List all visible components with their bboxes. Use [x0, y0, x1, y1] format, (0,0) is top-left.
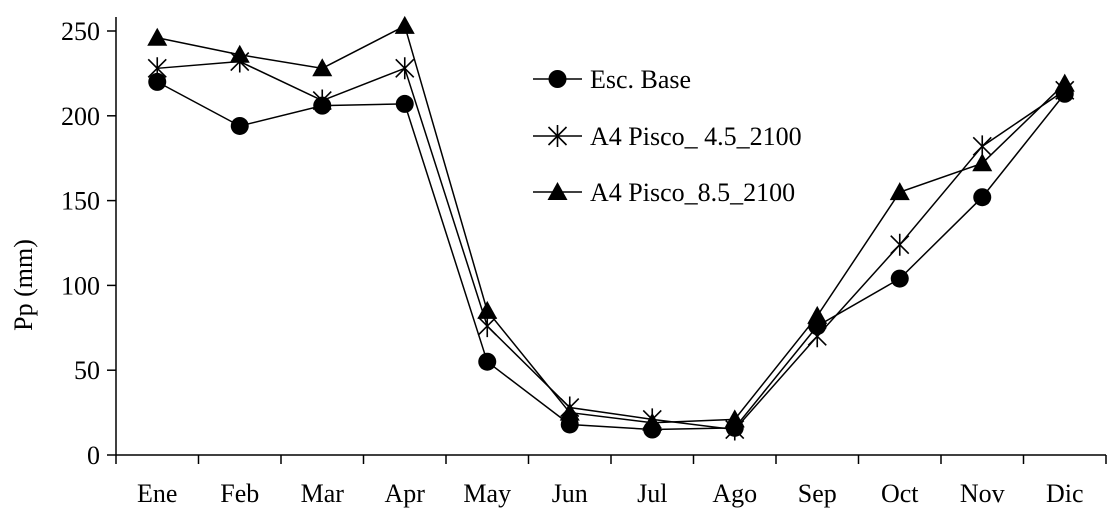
- data-point-series-3: [229, 44, 250, 63]
- data-point-series-3: [559, 402, 580, 421]
- data-point-series-1: [478, 352, 497, 371]
- data-point-series-2: [395, 57, 415, 80]
- plot-area: 0 50 100 150 200 250 Ene Feb Mar Apr May Jun Jul Ago S…: [61, 15, 1107, 508]
- data-point-series-3: [1054, 73, 1075, 92]
- y-axis-title: Pp (mm): [9, 239, 38, 331]
- data-point-series-3: [807, 305, 828, 324]
- x-tick-label: Feb: [220, 479, 259, 508]
- legend-marker: [547, 182, 568, 200]
- data-point-series-2: [312, 89, 332, 112]
- y-tick-label: 100: [61, 271, 100, 300]
- data-point-series-2: [890, 233, 910, 256]
- x-tick-label: May: [463, 479, 511, 508]
- data-point-series-3: [477, 300, 498, 319]
- data-point-series-3: [642, 412, 663, 431]
- data-point-series-1: [395, 94, 414, 113]
- x-tick-label: Ago: [712, 479, 757, 508]
- y-tick-label: 200: [61, 102, 100, 131]
- data-point-series-3: [394, 15, 415, 34]
- data-point-series-1: [973, 188, 992, 207]
- data-point-series-2: [147, 57, 167, 80]
- x-tick-label: Jul: [637, 479, 667, 508]
- data-point-series-3: [147, 27, 168, 46]
- legend-marker: [548, 70, 567, 88]
- legend-marker: [547, 125, 568, 147]
- y-tick-label: 50: [74, 356, 100, 385]
- data-point-series-3: [889, 182, 910, 201]
- data-point-series-1: [890, 269, 909, 288]
- legend-label: A4 Pisco_8.5_2100: [590, 178, 795, 207]
- x-tick-label: Mar: [301, 479, 345, 508]
- x-tick-label: Oct: [881, 479, 919, 508]
- data-point-series-1: [148, 72, 167, 91]
- data-point-series-2: [807, 325, 827, 348]
- series-line-3: [157, 24, 1066, 424]
- x-tick-label: Ene: [137, 479, 177, 508]
- data-point-series-1: [230, 116, 249, 135]
- data-point-series-3: [972, 153, 993, 172]
- series-line-1: [156, 81, 1066, 431]
- data-point-series-3: [724, 409, 745, 428]
- x-tick-label: Dic: [1046, 479, 1084, 508]
- y-tick-label: 150: [61, 187, 100, 216]
- x-tick-label: Nov: [960, 479, 1005, 508]
- data-point-series-3: [312, 58, 333, 77]
- x-tick-label: Jun: [552, 479, 588, 508]
- y-tick-label: 0: [87, 441, 100, 470]
- y-tick-label: 250: [61, 17, 100, 46]
- x-tick-label: Apr: [385, 479, 426, 508]
- legend-label: A4 Pisco_ 4.5_2100: [590, 122, 802, 151]
- x-tick-label: Sep: [798, 479, 837, 508]
- series-line-2: [157, 60, 1066, 431]
- legend-label: Esc. Base: [590, 65, 691, 94]
